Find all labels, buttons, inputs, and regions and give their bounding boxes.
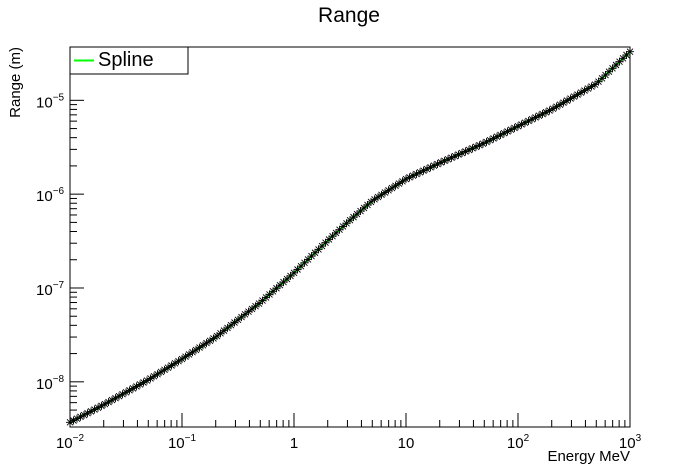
data-point [174, 357, 183, 366]
data-point [531, 113, 540, 122]
data-point [150, 372, 158, 381]
data-point [188, 348, 197, 357]
data-point [143, 376, 151, 385]
data-point [461, 147, 470, 156]
data-point [489, 134, 498, 143]
data-point [255, 299, 263, 308]
x-tick-label: 10−1 [168, 433, 197, 452]
x-tick-label: 102 [507, 433, 530, 452]
data-point [486, 136, 494, 145]
data-point [612, 61, 620, 69]
data-point [594, 77, 603, 86]
chart-title: Range [318, 4, 380, 27]
data-point [626, 47, 634, 56]
plot-frame [69, 46, 631, 428]
data-point [356, 207, 365, 216]
data-point [465, 145, 473, 154]
data-point [237, 313, 246, 322]
data-point [153, 370, 162, 379]
data-point [314, 245, 323, 254]
data-point [167, 361, 176, 370]
data-point [601, 71, 610, 80]
y-tick-label: 10−8 [36, 374, 65, 393]
y-tick-label: 10−7 [36, 280, 65, 299]
data-point [244, 307, 253, 316]
data-point [367, 197, 375, 206]
x-axis-label: Energy MeV [547, 448, 630, 465]
data-point [297, 262, 305, 271]
x-tick-label: 10 [398, 435, 415, 452]
x-tick-label: 10−2 [56, 433, 85, 452]
x-tick-label: 103 [619, 433, 642, 452]
data-point [115, 392, 123, 401]
y-tick-label: 10−6 [36, 186, 65, 205]
y-axis-label: Range (m) [7, 47, 24, 118]
legend: Spline [69, 46, 189, 75]
x-tick-label: 1 [290, 435, 298, 452]
data-point [125, 386, 134, 395]
data-point [566, 94, 575, 103]
legend-entry-spline: Spline [98, 49, 154, 71]
y-tick-label: 10−5 [36, 92, 65, 111]
data-point [199, 341, 207, 350]
data-point [472, 142, 480, 151]
data-point [475, 141, 484, 150]
data-point [563, 96, 571, 105]
